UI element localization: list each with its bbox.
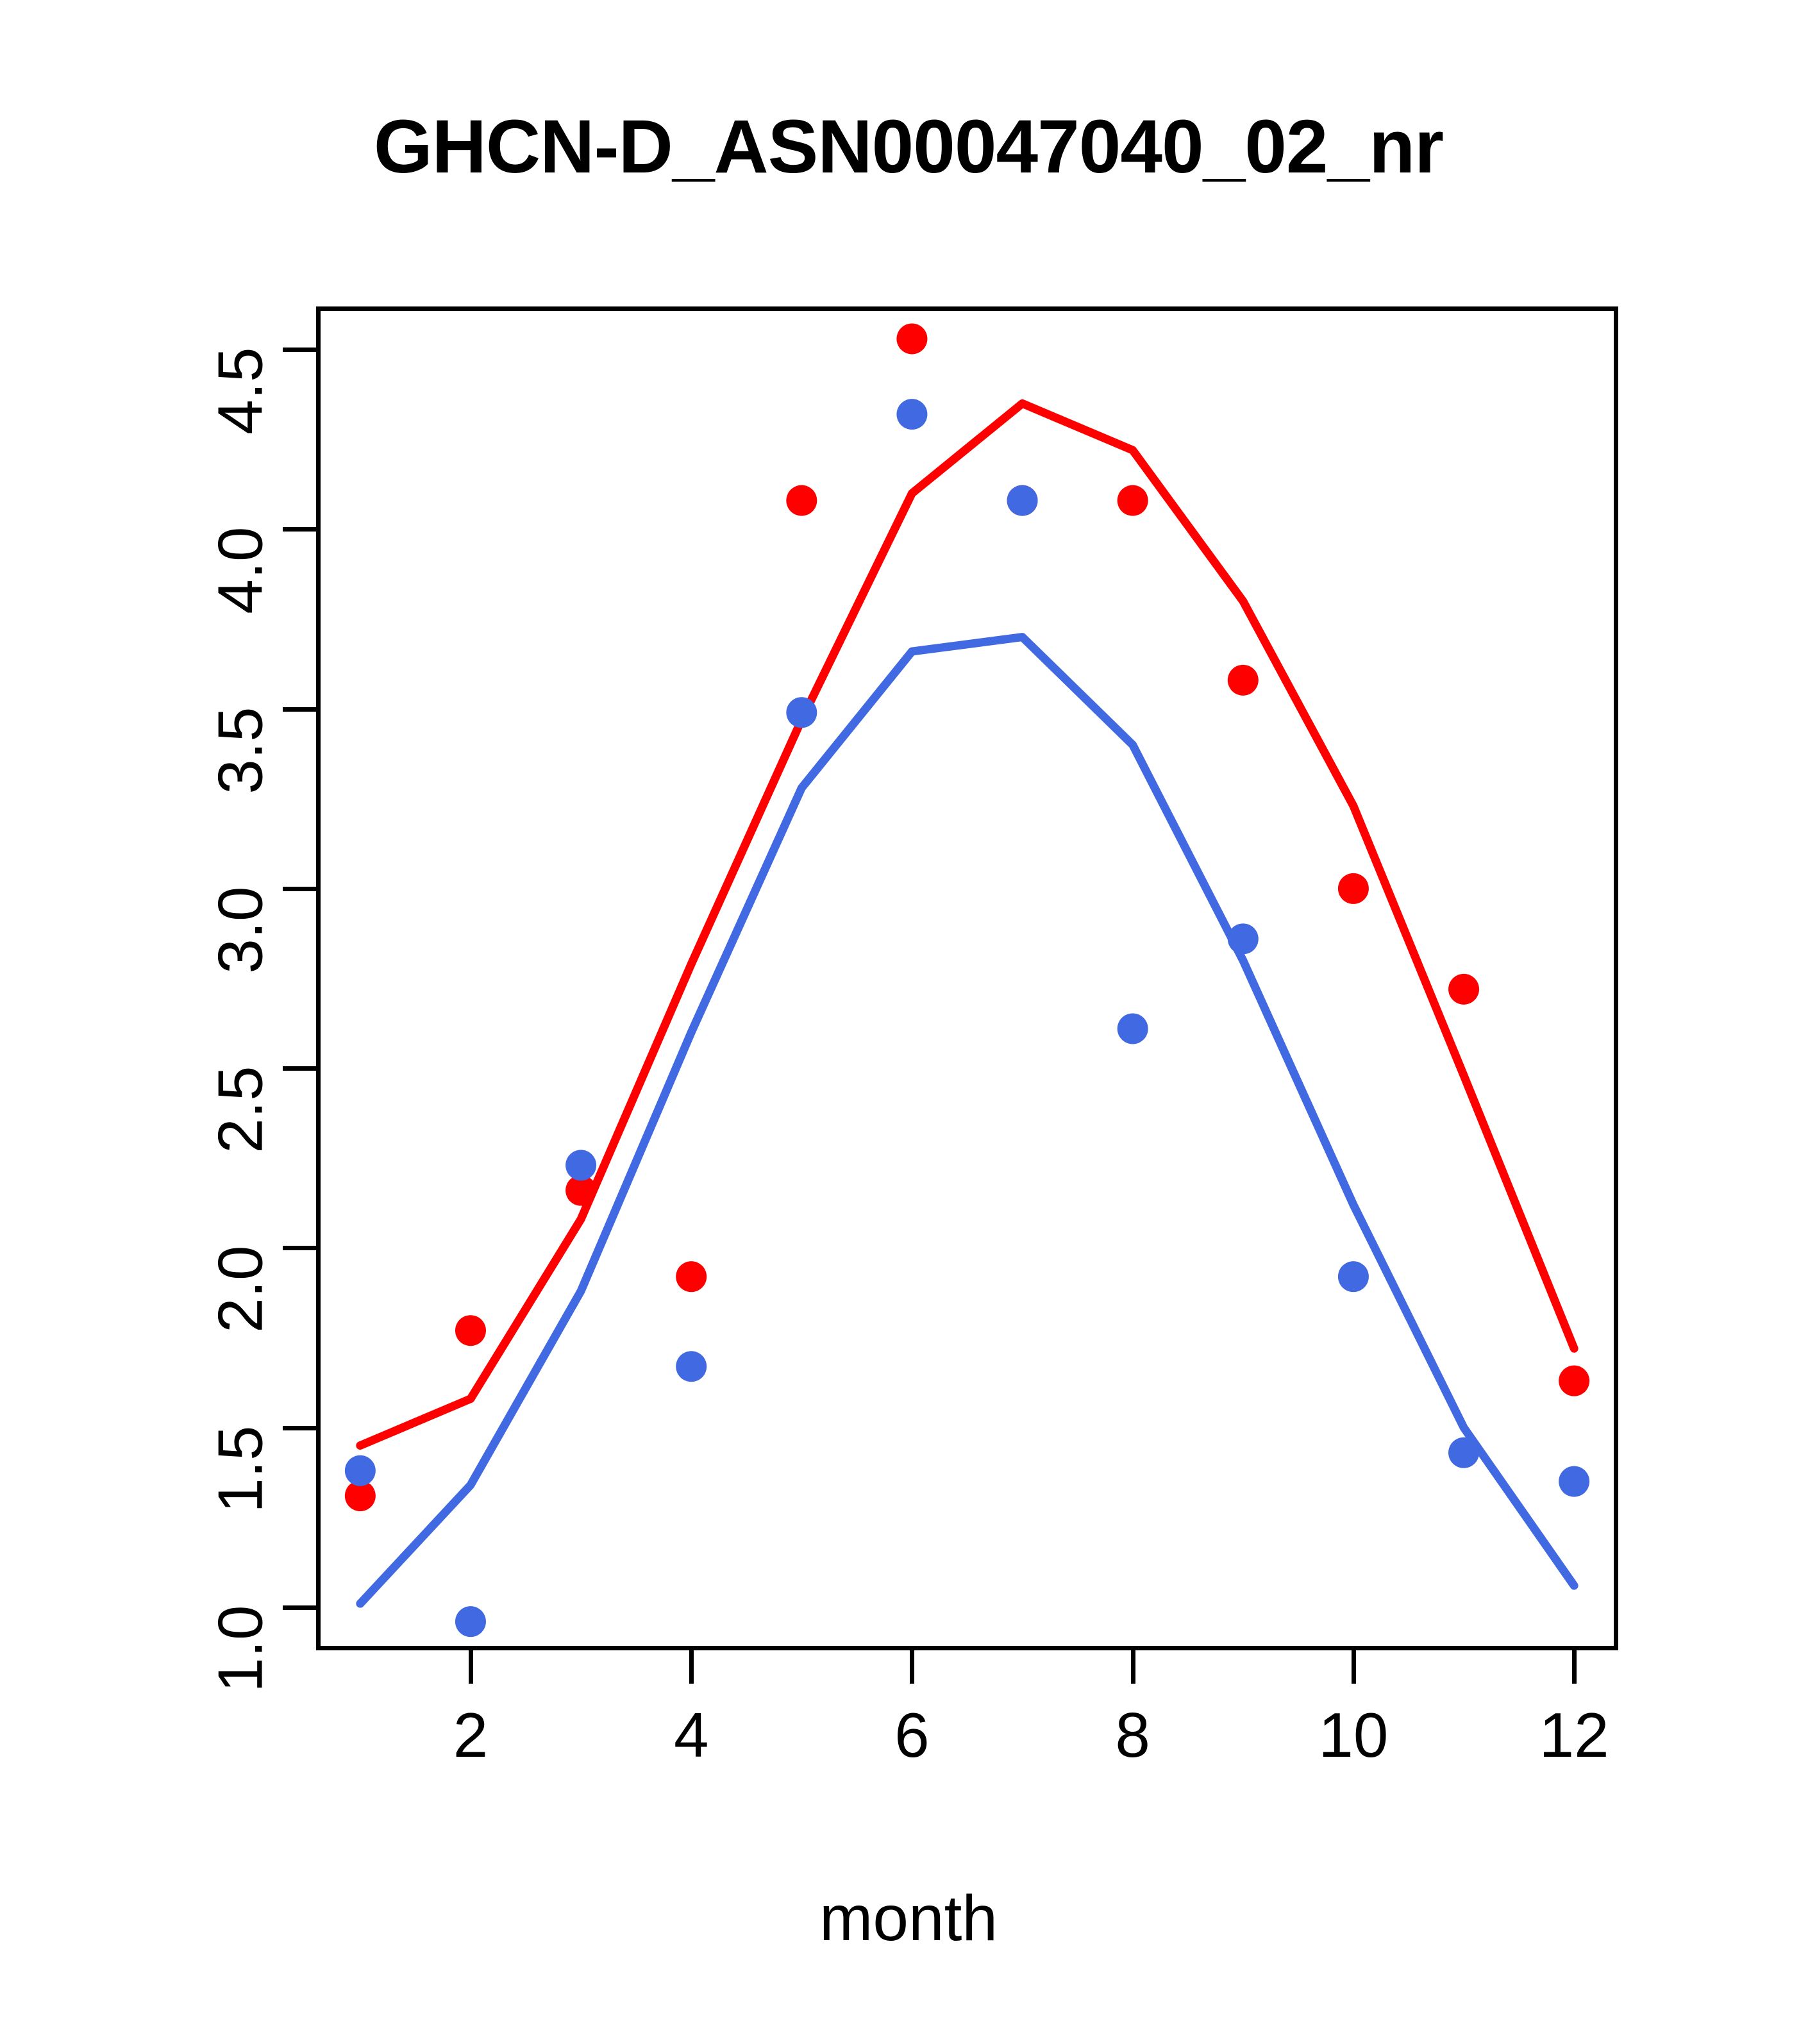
y-axis-tick-label: 3.0: [205, 886, 276, 974]
x-axis-tick-label: 6: [894, 1700, 930, 1770]
x-axis-title: month: [819, 1882, 998, 1954]
y-axis-tick-label: 1.0: [205, 1605, 276, 1693]
y-axis-tick-label: 4.0: [205, 526, 276, 615]
y-axis-tick: [283, 1425, 316, 1430]
y-axis-tick-label: 4.5: [205, 347, 276, 435]
x-axis-tick-label: 8: [1115, 1700, 1150, 1770]
y-axis-tick: [283, 1246, 316, 1251]
y-axis-tick: [283, 1066, 316, 1071]
x-axis-tick: [1130, 1650, 1135, 1684]
y-axis-tick: [283, 1605, 316, 1610]
y-axis-tick: [283, 886, 316, 891]
x-axis-tick-label: 4: [673, 1700, 709, 1770]
x-axis-tick: [1351, 1650, 1356, 1684]
chart-title: GHCN-D_ASN00047040_02_nr: [373, 105, 1444, 189]
y-axis-tick-label: 2.0: [205, 1245, 276, 1334]
x-axis-tick: [689, 1650, 694, 1684]
x-axis-tick: [468, 1650, 473, 1684]
y-axis-tick-label: 2.5: [205, 1066, 276, 1153]
x-axis-tick-label: 12: [1539, 1700, 1609, 1770]
y-axis-tick: [283, 707, 316, 712]
x-axis-tick-label: 2: [453, 1700, 489, 1770]
x-axis-tick: [1572, 1650, 1577, 1684]
x-axis-tick: [910, 1650, 915, 1684]
x-axis-tick-label: 10: [1318, 1700, 1389, 1770]
y-axis-tick-label: 1.5: [205, 1425, 276, 1513]
y-axis-tick-label: 3.5: [205, 707, 276, 794]
plot-frame: [316, 306, 1618, 1650]
y-axis-tick: [283, 527, 316, 532]
y-axis-tick: [283, 348, 316, 353]
